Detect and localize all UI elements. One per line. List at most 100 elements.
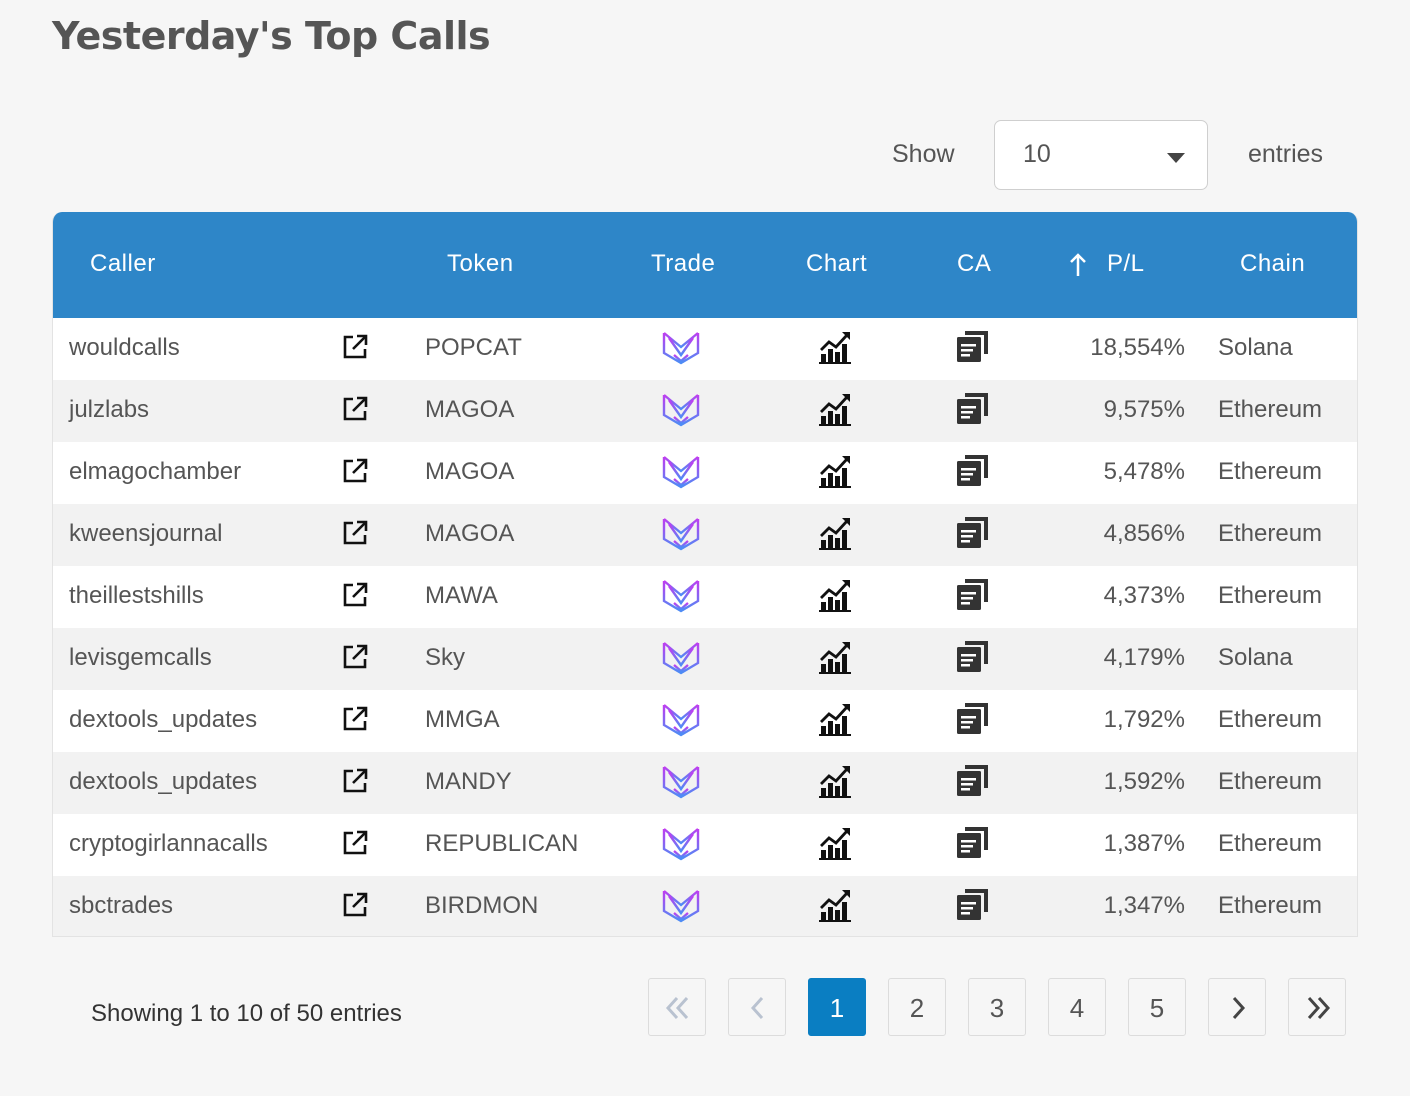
token-name: MANDY [425,768,512,795]
chart-icon[interactable] [819,578,851,612]
next-page-button[interactable] [1208,978,1266,1036]
chain-name: Ethereum [1218,830,1323,857]
table-row: dextools_updates MMGA 1,792% Ethereum [53,690,1357,752]
caller-name: kweensjournal [69,520,223,547]
table-row: theillestshills MAWA 4,373% Ethereum [53,566,1357,628]
profit-loss-value: 1,592% [1103,768,1185,795]
external-link-icon[interactable] [342,644,368,670]
chart-icon[interactable] [819,516,851,550]
trade-logo-icon[interactable] [661,453,701,489]
copy-icon[interactable] [956,453,990,487]
next-page-icon [1232,996,1246,1020]
table-row: levisgemcalls Sky 4,179% Solana [53,628,1357,690]
copy-icon[interactable] [956,391,990,425]
chain-name: Solana [1218,644,1293,671]
external-link-icon[interactable] [342,768,368,794]
trade-logo-icon[interactable] [661,329,701,365]
caller-name: julzlabs [69,396,150,423]
caller-name: cryptogirlannacalls [69,830,268,857]
copy-icon[interactable] [956,515,990,549]
token-name: REPUBLICAN [425,830,579,857]
column-header-caller[interactable]: Caller [90,250,156,277]
trade-logo-icon[interactable] [661,763,701,799]
external-link-icon[interactable] [342,892,368,918]
chart-icon[interactable] [819,702,851,736]
chain-name: Solana [1218,334,1293,361]
external-link-icon[interactable] [342,334,368,360]
entries-per-page-value: 10 [1023,140,1051,168]
column-header-trade[interactable]: Trade [651,250,716,277]
column-header-ca[interactable]: CA [957,250,992,277]
first-page-icon [665,996,689,1020]
token-name: MAGOA [425,396,515,423]
trade-logo-icon[interactable] [661,639,701,675]
top-calls-table: Caller Token Trade Chart CA P/L Chain wo… [52,212,1358,937]
table-info: Showing 1 to 10 of 50 entries [91,1000,402,1027]
first-page-button[interactable] [648,978,706,1036]
show-label: Show [892,140,955,168]
external-link-icon[interactable] [342,830,368,856]
profit-loss-value: 18,554% [1090,334,1185,361]
token-name: MMGA [425,706,500,733]
trade-logo-icon[interactable] [661,577,701,613]
chart-icon[interactable] [819,764,851,798]
chart-icon[interactable] [819,826,851,860]
page-1-button[interactable]: 1 [808,978,866,1036]
column-header-chart[interactable]: Chart [806,250,868,277]
prev-page-button[interactable] [728,978,786,1036]
profit-loss-value: 4,373% [1103,582,1185,609]
profit-loss-value: 4,856% [1103,520,1185,547]
caller-name: elmagochamber [69,458,242,485]
last-page-button[interactable] [1288,978,1346,1036]
chain-name: Ethereum [1218,768,1323,795]
page-3-button[interactable]: 3 [968,978,1026,1036]
trade-logo-icon[interactable] [661,887,701,923]
copy-icon[interactable] [956,763,990,797]
column-header-token[interactable]: Token [447,250,514,277]
table-row: sbctrades BIRDMON 1,347% Ethereum [53,876,1357,936]
chart-icon[interactable] [819,640,851,674]
copy-icon[interactable] [956,577,990,611]
page-2-button[interactable]: 2 [888,978,946,1036]
table-header: Caller Token Trade Chart CA P/L Chain [53,212,1357,318]
external-link-icon[interactable] [342,396,368,422]
table-row: elmagochamber MAGOA 5,478% Ethereum [53,442,1357,504]
external-link-icon[interactable] [342,706,368,732]
table-row: wouldcalls POPCAT 18,554% Solana [53,318,1357,380]
copy-icon[interactable] [956,639,990,673]
caller-name: dextools_updates [69,768,258,795]
copy-icon[interactable] [956,887,990,921]
token-name: POPCAT [425,334,522,361]
entries-per-page-select[interactable]: 10 [994,120,1208,190]
external-link-icon[interactable] [342,520,368,546]
chart-icon[interactable] [819,392,851,426]
page-title: Yesterday's Top Calls [52,14,491,58]
profit-loss-value: 1,792% [1103,706,1185,733]
trade-logo-icon[interactable] [661,391,701,427]
chain-name: Ethereum [1218,582,1323,609]
trade-logo-icon[interactable] [661,515,701,551]
copy-icon[interactable] [956,329,990,363]
trade-logo-icon[interactable] [661,825,701,861]
chart-icon[interactable] [819,330,851,364]
external-link-icon[interactable] [342,458,368,484]
chart-icon[interactable] [819,888,851,922]
chart-icon[interactable] [819,454,851,488]
token-name: MAGOA [425,520,515,547]
chain-name: Ethereum [1218,706,1323,733]
prev-page-icon [750,996,764,1020]
arrow-up-icon[interactable] [1069,252,1087,278]
table-row: cryptogirlannacalls REPUBLICAN 1,387% Ether… [53,814,1357,876]
token-name: MAWA [425,582,498,609]
column-header-pl[interactable]: P/L [1107,250,1145,277]
page-5-button[interactable]: 5 [1128,978,1186,1036]
page-4-button[interactable]: 4 [1048,978,1106,1036]
column-header-chain[interactable]: Chain [1240,250,1306,277]
chain-name: Ethereum [1218,458,1323,485]
external-link-icon[interactable] [342,582,368,608]
copy-icon[interactable] [956,701,990,735]
table-row: dextools_updates MANDY 1,592% Ethereum [53,752,1357,814]
trade-logo-icon[interactable] [661,701,701,737]
caller-name: dextools_updates [69,706,258,733]
copy-icon[interactable] [956,825,990,859]
